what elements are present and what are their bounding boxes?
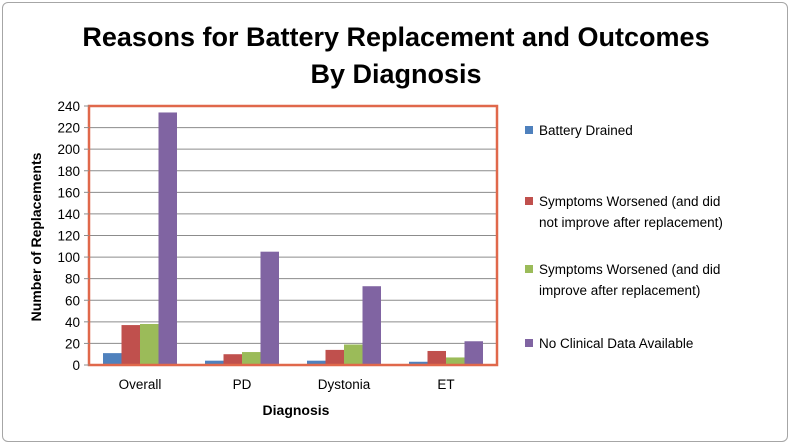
y-tick-label: 100 bbox=[57, 250, 80, 265]
legend-label: Symptoms Worsened (and did not improve af… bbox=[539, 194, 723, 230]
y-tick-label: 240 bbox=[57, 99, 80, 114]
legend-swatch bbox=[525, 126, 533, 134]
bar bbox=[409, 361, 428, 365]
bar bbox=[344, 344, 363, 365]
legend-swatch bbox=[525, 265, 533, 273]
bar bbox=[446, 357, 465, 365]
x-tick-label: Overall bbox=[119, 377, 162, 392]
bar bbox=[362, 286, 381, 365]
x-tick-label: PD bbox=[233, 377, 252, 392]
legend-label-line: improve after replacement) bbox=[539, 283, 700, 298]
y-tick-label: 220 bbox=[57, 121, 80, 136]
legend-label-line: Symptoms Worsened (and did bbox=[539, 262, 720, 277]
y-tick-label: 40 bbox=[65, 315, 80, 330]
legend-label: No Clinical Data Available bbox=[539, 336, 693, 351]
legend-label-line: No Clinical Data Available bbox=[539, 336, 693, 351]
x-tick-label: ET bbox=[437, 377, 454, 392]
bar bbox=[103, 353, 122, 365]
x-tick-label: Dystonia bbox=[318, 377, 371, 392]
y-tick-label: 0 bbox=[72, 358, 80, 373]
x-axis-title: Diagnosis bbox=[263, 402, 330, 418]
y-tick-label: 200 bbox=[57, 142, 80, 157]
chart-title-line-2: By Diagnosis bbox=[310, 59, 481, 89]
legend-label: Symptoms Worsened (and did improve after … bbox=[539, 262, 720, 298]
legend-label: Battery Drained bbox=[539, 123, 633, 138]
y-tick-label: 120 bbox=[57, 229, 80, 244]
bar bbox=[140, 323, 159, 365]
legend-label-line: Symptoms Worsened (and did bbox=[539, 194, 720, 209]
bar bbox=[223, 354, 242, 365]
bar bbox=[242, 352, 261, 365]
bar bbox=[427, 350, 446, 365]
y-tick-label: 160 bbox=[57, 185, 80, 200]
chart-title-line-1: Reasons for Battery Replacement and Outc… bbox=[82, 22, 709, 52]
legend-swatch bbox=[525, 339, 533, 347]
y-tick-label: 180 bbox=[57, 164, 80, 179]
bar bbox=[307, 360, 326, 365]
bar bbox=[121, 325, 140, 365]
y-tick-label: 140 bbox=[57, 207, 80, 222]
legend-label-line: not improve after replacement) bbox=[539, 215, 723, 230]
legend-swatch bbox=[525, 197, 533, 205]
y-tick-label: 20 bbox=[65, 336, 80, 351]
bar bbox=[464, 341, 483, 365]
y-tick-label: 60 bbox=[65, 293, 80, 308]
legend-label-line: Battery Drained bbox=[539, 123, 633, 138]
bar bbox=[325, 349, 344, 365]
bar bbox=[260, 251, 279, 365]
y-axis-title: Number of Replacements bbox=[28, 152, 44, 321]
chart-frame bbox=[2, 2, 788, 442]
bar bbox=[158, 112, 177, 365]
y-tick-label: 80 bbox=[65, 272, 80, 287]
bar bbox=[205, 360, 224, 365]
